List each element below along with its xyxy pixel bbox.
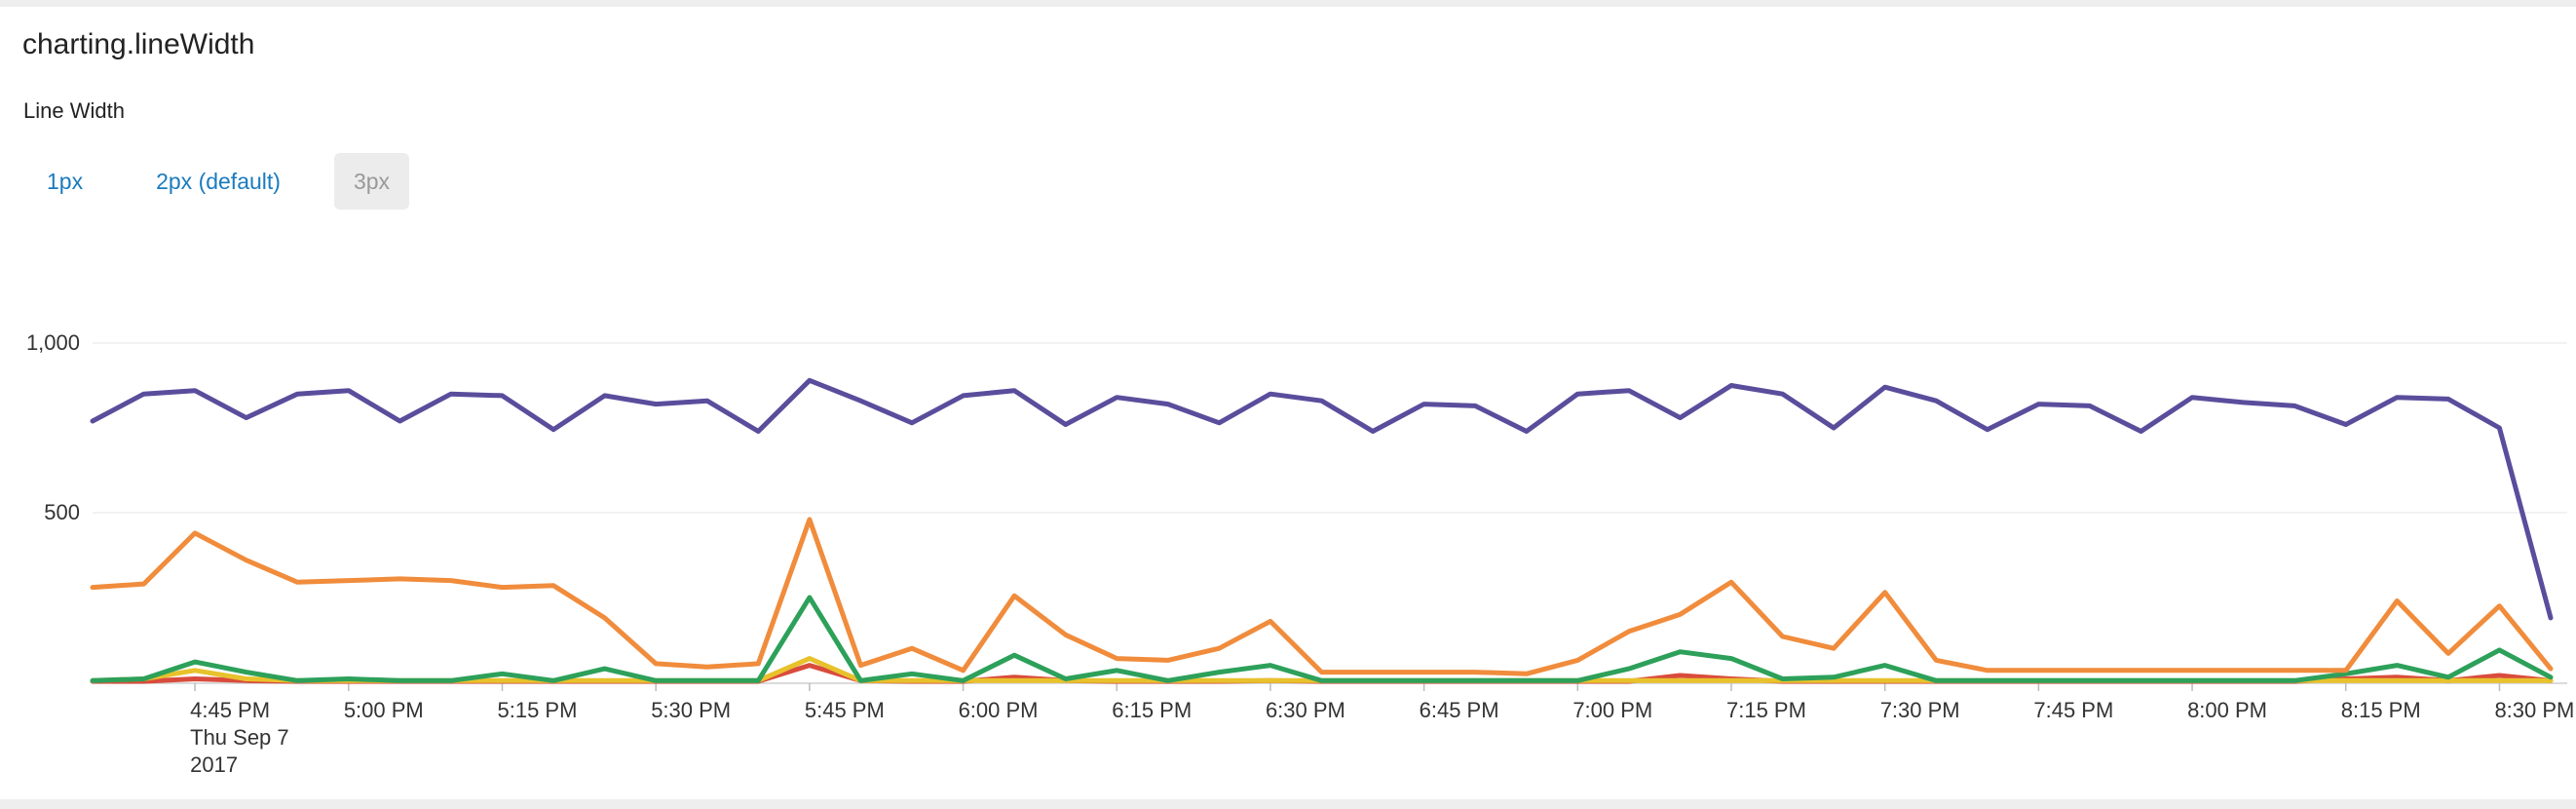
chart-panel: charting.lineWidth Line Width 1px 2px (d… xyxy=(0,7,2576,799)
x-tick-label: 8:15 PM xyxy=(2341,698,2421,722)
x-tick-label: 8:30 PM xyxy=(2494,698,2574,722)
x-tick-label: 7:15 PM xyxy=(1726,698,1806,722)
x-tick-sublabel: Thu Sep 7 xyxy=(190,725,289,750)
line-width-2px-button[interactable]: 2px (default) xyxy=(156,168,281,194)
panel-title: charting.lineWidth xyxy=(22,28,255,60)
y-tick-label: 500 xyxy=(44,500,80,524)
x-tick-label: 5:45 PM xyxy=(805,698,885,722)
x-tick-label: 6:00 PM xyxy=(959,698,1039,722)
x-tick-sublabel: 2017 xyxy=(190,752,238,777)
series-line xyxy=(90,595,2554,683)
x-tick-label: 5:15 PM xyxy=(498,698,578,722)
line-width-label: Line Width xyxy=(23,98,125,123)
series-line xyxy=(90,377,2554,621)
y-tick-label: 1,000 xyxy=(26,330,80,355)
x-tick-label: 5:00 PM xyxy=(344,698,424,722)
series-line xyxy=(90,517,2554,676)
x-tick-label: 7:00 PM xyxy=(1572,698,1652,722)
x-tick-label: 7:45 PM xyxy=(2033,698,2113,722)
line-width-3px-button[interactable]: 3px xyxy=(333,153,410,210)
x-tick-label: 6:45 PM xyxy=(1420,698,1499,722)
x-tick-label: 7:30 PM xyxy=(1880,698,1960,722)
x-tick-label: 4:45 PM xyxy=(190,698,270,722)
x-tick-label: 6:15 PM xyxy=(1112,698,1192,722)
x-tick-label: 5:30 PM xyxy=(651,698,731,722)
x-tick-label: 6:30 PM xyxy=(1266,698,1345,722)
line-width-button-group: 1px 2px (default) 3px xyxy=(27,153,443,210)
x-tick-label: 8:00 PM xyxy=(2187,698,2267,722)
line-width-1px-button[interactable]: 1px xyxy=(47,168,84,194)
